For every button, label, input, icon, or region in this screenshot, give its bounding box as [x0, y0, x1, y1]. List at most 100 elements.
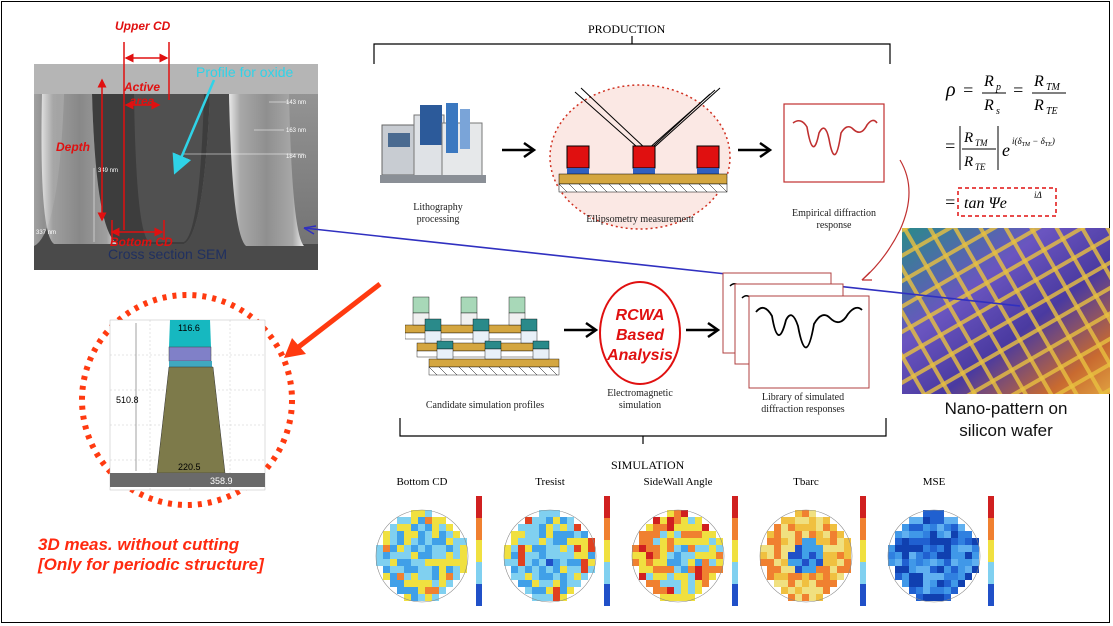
wafer-map-cell [695, 566, 702, 573]
wafer-map-cell [788, 587, 795, 594]
wafer-map-cell [809, 552, 816, 559]
wafer-map-cell [667, 587, 674, 594]
wafer-map-cell [660, 566, 667, 573]
wafer-map-cell [802, 524, 809, 531]
wafer-map-cell [646, 566, 653, 573]
wafer-map-cell [816, 559, 823, 566]
wafer-map-cell [902, 531, 909, 538]
wafer-map-cell [632, 545, 639, 552]
note-line: [Only for periodic structure] [38, 555, 264, 574]
wafer-map-cell [532, 538, 539, 545]
wafer-map-cell [518, 552, 525, 559]
wafer-map-cell [425, 524, 432, 531]
wafer-map-cell [788, 524, 795, 531]
wafer-map-cell [767, 545, 774, 552]
formula-rs: R [983, 97, 994, 114]
wafer-map-cell [390, 552, 397, 559]
wafer-map-cell [709, 531, 716, 538]
sem-dim-label: 349 nm [98, 168, 118, 174]
wafer-map-cell [895, 559, 902, 566]
wafer-map-cell [830, 545, 837, 552]
wafer-map-cell [944, 594, 951, 601]
wafer-map-cell [525, 566, 532, 573]
formula-block: ρ = R p R s = R TM R TE = R TM R TE e i(… [944, 62, 1104, 222]
wafer-map-cell [667, 517, 674, 524]
wafer-map-cell [923, 587, 930, 594]
wafer-map-cell [418, 545, 425, 552]
wafer-map-outline [887, 509, 981, 603]
wafer-map-cell [446, 566, 453, 573]
wafer-map-cell [397, 517, 404, 524]
wafer-map-cell [916, 580, 923, 587]
caption-line: response [816, 220, 852, 231]
wafer-map-cell [695, 517, 702, 524]
wafer-map-title: Tbarc [793, 476, 819, 488]
wafer-map-cell [916, 559, 923, 566]
wafer-map-cell [418, 566, 425, 573]
wafer-map-cell [553, 580, 560, 587]
formula-rp-sub: p [995, 82, 1001, 93]
wafer-map-cell [581, 559, 588, 566]
wafer-map-cell [972, 566, 979, 573]
wafer-map-cell [895, 531, 902, 538]
wafer-map-cell [425, 552, 432, 559]
wafer-map-cell [660, 552, 667, 559]
rcwa-line1: RCWA [616, 307, 665, 324]
wafer-map-cell [781, 580, 788, 587]
formula-rtm-sub-2: TM [975, 138, 988, 148]
wafer-map-cell [667, 594, 674, 601]
wafer-map-cell [574, 566, 581, 573]
wafer-map-cell [930, 538, 937, 545]
lithography-caption: Lithography processing [398, 202, 478, 226]
wafer-map-cell [397, 566, 404, 573]
simulated-library-plots [722, 272, 870, 389]
wafer-map-cell [760, 552, 767, 559]
wafer-map-cell [951, 580, 958, 587]
wafer-map-cell [518, 559, 525, 566]
wafer-map-cell [809, 510, 816, 517]
wafer-map-cell [632, 559, 639, 566]
wafer-map-cell [809, 587, 816, 594]
wafer-map-cell [702, 580, 709, 587]
wafer-map-cell [446, 573, 453, 580]
wafer-map-cell [404, 587, 411, 594]
wafer-map-cell [567, 580, 574, 587]
formula-rtm-sub: TM [1046, 82, 1061, 93]
wafer-map-cell [844, 538, 851, 545]
wafer-map-cell [390, 559, 397, 566]
svg-text:=: = [944, 136, 956, 156]
arrow-right-icon [502, 141, 537, 159]
wafer-map-cell [688, 580, 695, 587]
wafer-map-cell [653, 524, 660, 531]
wafer-map-cell [958, 580, 965, 587]
production-bracket [373, 36, 891, 64]
wafer-map-cell [795, 538, 802, 545]
wafer-map-cell [916, 594, 923, 601]
wafer-map-cell [788, 559, 795, 566]
wafer-map-cell [653, 559, 660, 566]
connector-arrow [861, 159, 910, 281]
wafer-map-cell [674, 573, 681, 580]
wafer-map-cell [695, 531, 702, 538]
wafer-map-cell [511, 545, 518, 552]
wafer-map-cell [909, 559, 916, 566]
svg-text:=: = [962, 80, 974, 100]
wafer-map-cell [674, 594, 681, 601]
wafer-map-cell [788, 531, 795, 538]
wafer-map-cell [525, 538, 532, 545]
wafer-map-cell [802, 573, 809, 580]
wafer-map-cell [681, 587, 688, 594]
wafer-map-cell [781, 552, 788, 559]
wafer-map-cell [681, 538, 688, 545]
wafer-map-cell [546, 573, 553, 580]
wafer-map-cell [916, 552, 923, 559]
wafer-map-cell [411, 566, 418, 573]
wafer-map-cell [574, 552, 581, 559]
wafer-map-colorbar [604, 518, 610, 540]
wafer-map-cell [809, 545, 816, 552]
wafer-map-cell [944, 545, 951, 552]
measurement-note: 3D meas. without cutting [Only for perio… [38, 535, 264, 575]
wafer-map-cell [418, 552, 425, 559]
wafer-map-cell [397, 580, 404, 587]
wafer-map-cell [788, 594, 795, 601]
